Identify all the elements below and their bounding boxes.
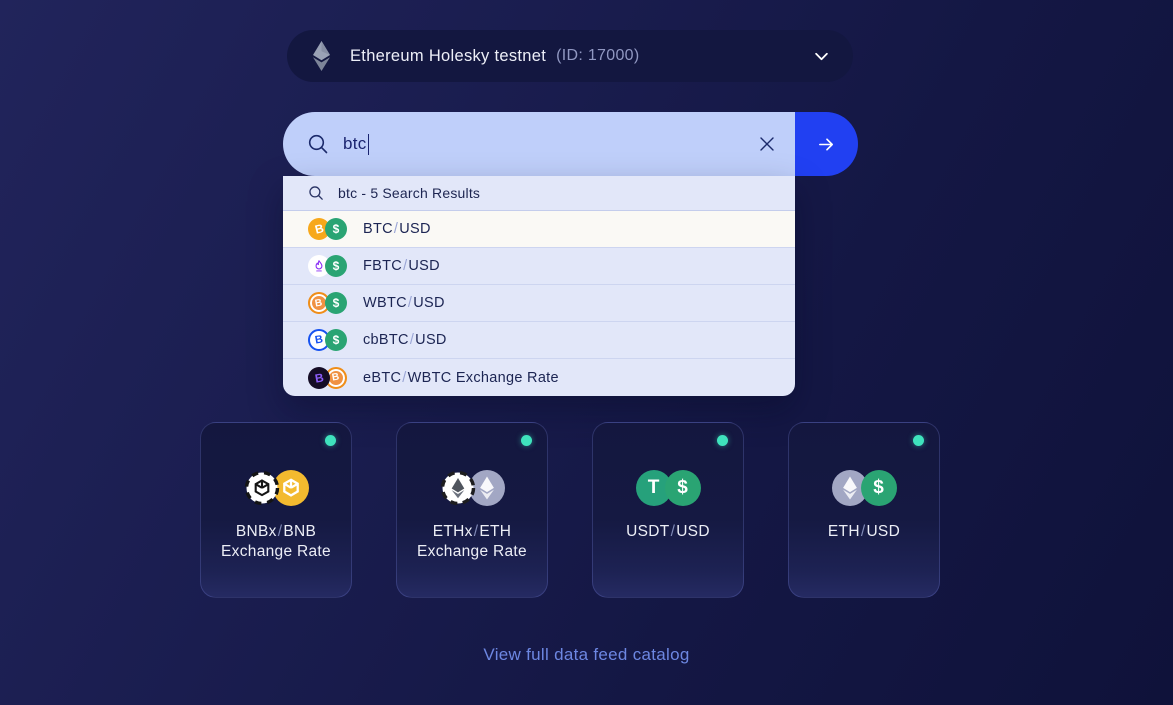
results-count-label: btc - 5 Search Results [338, 185, 481, 201]
usd-icon [325, 255, 347, 277]
network-selector-dropdown[interactable]: Ethereum Holesky testnet (ID: 17000) [287, 30, 853, 82]
bnbx-icon [244, 470, 280, 506]
pair-icons [308, 218, 347, 240]
ethx-icon [440, 470, 476, 506]
live-status-dot-icon [325, 435, 336, 446]
pair-icons [201, 470, 351, 506]
ethereum-icon [311, 40, 332, 72]
pair-icons [397, 470, 547, 506]
search-results-header: btc - 5 Search Results [283, 176, 795, 211]
usd-icon [860, 470, 897, 506]
eth-icon [831, 470, 868, 506]
search-icon [307, 133, 329, 155]
arrow-right-icon [817, 135, 836, 154]
search-result-row-cbbtc-usd[interactable]: cbBTC/USD [283, 322, 795, 359]
feed-card-label: USDT/USD [626, 523, 710, 540]
usd-icon [325, 292, 347, 314]
feed-card-label: ETH/USD [827, 523, 901, 540]
pair-label: eBTC/WBTC Exchange Rate [363, 369, 559, 386]
network-id: (ID: 17000) [556, 47, 640, 64]
live-status-dot-icon [521, 435, 532, 446]
pair-icons [308, 255, 347, 277]
pair-icons [593, 470, 743, 506]
pair-icons [308, 292, 347, 314]
search-result-row-fbtc-usd[interactable]: FBTC/USD [283, 248, 795, 285]
view-catalog-link[interactable]: View full data feed catalog [483, 645, 690, 664]
search-result-row-ebtc-wbtc[interactable]: eBTC/WBTC Exchange Rate [283, 359, 795, 396]
feed-card-eth-usd[interactable]: ETH/USD [788, 422, 940, 598]
network-name: Ethereum Holesky testnet [350, 46, 547, 65]
usd-icon [325, 218, 347, 240]
ebtc-icon [308, 366, 330, 389]
feed-card-label: ETHx/ETH Exchange Rate [417, 523, 527, 560]
usd-icon [664, 470, 701, 506]
live-status-dot-icon [717, 435, 728, 446]
usd-icon [325, 329, 347, 351]
pair-icons [789, 470, 939, 506]
bnb-icon [272, 470, 309, 506]
clear-search-button[interactable] [757, 134, 777, 154]
search-icon [308, 185, 324, 201]
pair-label: BTC/USD [363, 221, 431, 237]
search-result-row-wbtc-usd[interactable]: WBTC/USD [283, 285, 795, 322]
search-input[interactable]: btc [283, 112, 795, 176]
search-results-panel: btc - 5 Search Results BTC/USD FBTC/USD [283, 176, 795, 396]
live-status-dot-icon [913, 435, 924, 446]
feed-card-usdt-usd[interactable]: USDT/USD [592, 422, 744, 598]
search-submit-button[interactable] [795, 112, 858, 176]
eth-icon [468, 470, 505, 506]
search-bar: btc [283, 112, 858, 176]
pair-label: WBTC/USD [363, 295, 445, 311]
close-icon [757, 134, 777, 154]
feed-card-ethx-eth[interactable]: ETHx/ETH Exchange Rate [396, 422, 548, 598]
search-result-row-btc-usd[interactable]: BTC/USD [283, 211, 795, 248]
chevron-down-icon [814, 52, 829, 61]
feed-card-bnbx-bnb[interactable]: BNBx/BNB Exchange Rate [200, 422, 352, 598]
fbtc-icon [308, 255, 330, 277]
btc-icon [308, 218, 330, 240]
pair-icons [308, 366, 347, 389]
pair-label: cbBTC/USD [363, 332, 447, 348]
text-cursor [367, 133, 370, 155]
search-query-text: btc [343, 133, 370, 155]
feed-card-label: BNBx/BNB Exchange Rate [221, 523, 331, 560]
pair-icons [308, 329, 347, 351]
pair-label: FBTC/USD [363, 258, 440, 274]
